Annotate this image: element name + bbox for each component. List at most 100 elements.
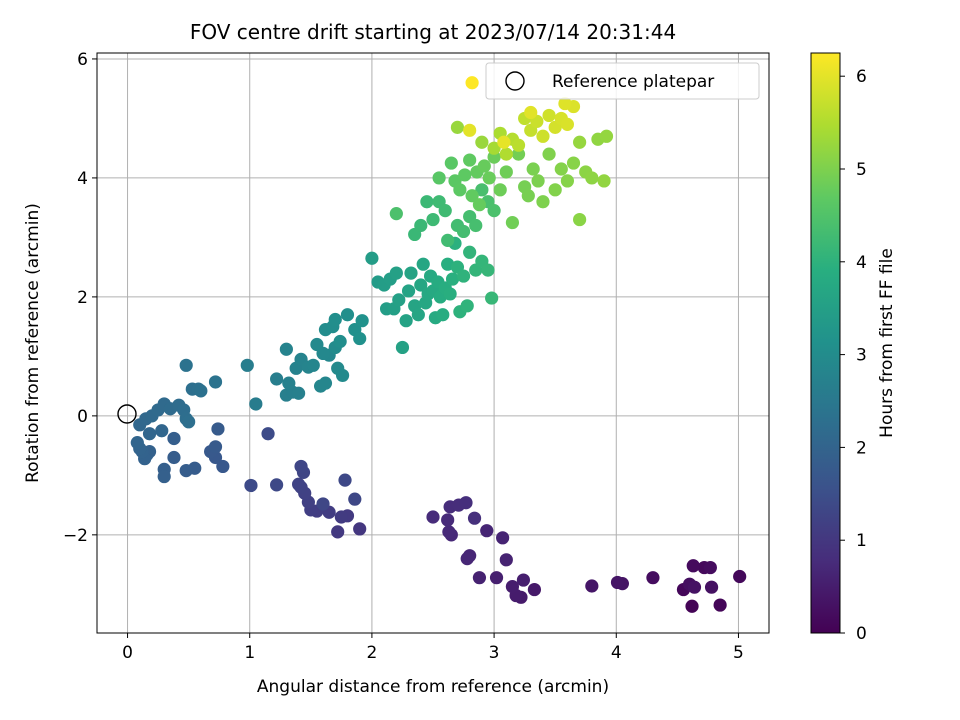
data-point [155,424,169,438]
data-point [328,312,342,327]
data-point [211,422,225,436]
colorbar-tick-label: 1 [856,531,867,551]
data-point [480,524,494,538]
colorbar-tick-label: 5 [856,160,867,180]
data-point [142,427,157,441]
data-point [499,147,513,161]
data-point [573,135,587,149]
data-point [348,492,362,506]
data-point [401,284,416,298]
data-point [499,553,513,567]
data-point [306,358,320,372]
data-point [355,314,369,328]
data-point [244,478,258,493]
colorbar-tick-label: 0 [856,624,867,644]
data-point [282,376,296,390]
data-point [404,266,418,280]
data-point [438,204,452,218]
data-point [687,580,702,594]
colorbar-tick-label: 3 [856,346,867,366]
data-point [426,510,440,524]
x-tick-label: 0 [122,643,133,663]
data-point [444,156,458,170]
x-tick-label: 3 [489,643,500,663]
data-point [536,195,550,209]
data-point [469,218,483,233]
data-point [475,183,489,197]
data-point [487,204,501,218]
data-point [524,105,538,120]
data-point [414,218,428,233]
legend: Reference platepar [485,62,760,100]
data-point [157,469,171,484]
data-point [294,459,308,474]
data-point [411,308,425,322]
legend-reference-marker [505,71,525,91]
legend-entry-reference-platepar: Reference platepar [552,72,714,92]
data-point [179,358,193,372]
data-point [208,440,223,454]
data-point [597,174,611,188]
data-point [420,195,434,209]
data-point [353,522,367,536]
data-point [610,575,625,590]
data-point [465,76,479,90]
data-point [460,552,474,566]
data-point [585,579,599,593]
data-point [414,278,428,292]
data-point [208,375,223,389]
data-point [472,571,487,585]
data-point [432,171,446,185]
data-point [338,473,352,487]
x-axis-ticks: 0 1 2 3 4 5 [122,633,744,663]
data-point [496,531,510,545]
data-point [335,368,350,383]
data-point [318,376,333,390]
data-point [216,459,230,474]
data-point [482,171,496,185]
data-point [477,159,491,173]
data-point [436,308,450,322]
data-point [527,582,542,597]
data-point [450,120,465,134]
data-point [130,436,144,450]
data-point [389,207,403,221]
data-point [389,266,403,280]
data-point [536,129,550,143]
y-axis-label: Rotation from reference (arcmin) [23,203,43,483]
data-point [441,513,455,527]
x-tick-label: 4 [611,643,622,663]
data-point [456,269,471,283]
data-point [505,215,520,230]
data-point [499,165,513,179]
data-point [441,233,455,247]
x-tick-label: 2 [366,643,377,663]
data-point [497,135,511,149]
y-tick-label: 2 [77,288,88,308]
data-point [531,174,545,188]
data-point [475,135,489,149]
data-point [310,337,324,352]
data-point [713,598,727,612]
colorbar-tick-label: 6 [856,67,867,87]
chart-title: FOV centre drift starting at 2023/07/14 … [190,20,676,44]
colorbar: 0 1 2 3 4 5 6 Hours from first FF file [810,52,897,644]
data-point [334,510,348,524]
data-point [416,257,430,271]
data-point [443,287,457,301]
data-point [270,478,284,492]
data-point [182,415,196,429]
colorbar-gradient [810,52,841,634]
data-point [194,384,208,398]
data-point [463,245,477,259]
data-point [472,198,487,212]
data-point [703,560,717,575]
x-tick-label: 1 [244,643,255,663]
data-point [733,569,747,584]
data-point [426,212,440,227]
data-point [646,571,660,585]
data-point [463,123,477,137]
data-point [560,117,575,131]
data-point [261,427,275,441]
data-point [179,464,193,478]
